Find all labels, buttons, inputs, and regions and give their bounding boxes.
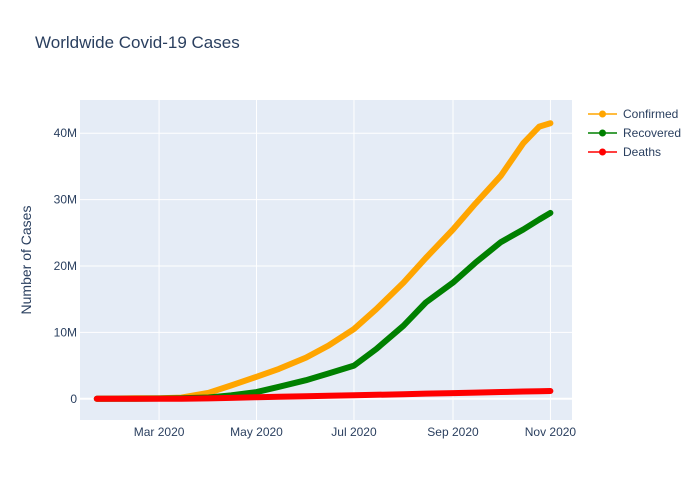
legend-label: Recovered [623, 126, 681, 140]
x-tick-label: Mar 2020 [134, 425, 185, 439]
tick-layer: 0 10M 20M 30M 40M Mar 2020 May 2020 Jul 2020 Sep… [54, 126, 577, 439]
x-tick-label: Jul 2020 [331, 425, 377, 439]
x-tick-label: Sep 2020 [427, 425, 479, 439]
legend-item-recovered[interactable]: Recovered [588, 126, 681, 140]
series-layer [93, 120, 554, 402]
legend-item-deaths[interactable]: Deaths [588, 145, 661, 159]
legend-label: Deaths [623, 145, 661, 159]
y-tick-label: 0 [70, 392, 77, 406]
plot-background [80, 100, 572, 420]
legend-item-confirmed[interactable]: Confirmed [588, 107, 678, 121]
chart-title: Worldwide Covid-19 Cases [35, 33, 240, 52]
y-axis-title: Number of Cases [18, 206, 34, 315]
series-line-deaths [93, 388, 554, 402]
y-tick-label: 20M [54, 259, 77, 273]
legend-swatch-marker [599, 148, 606, 156]
y-tick-label: 40M [54, 126, 77, 140]
legend-swatch-marker [599, 110, 606, 118]
y-tick-label: 10M [54, 325, 77, 339]
legend-label: Confirmed [623, 107, 678, 121]
legend[interactable]: Confirmed Recovered Deaths [588, 107, 681, 159]
y-tick-label: 30M [54, 193, 77, 207]
legend-swatch-marker [599, 129, 606, 137]
x-tick-label: Nov 2020 [525, 425, 577, 439]
x-tick-label: May 2020 [230, 425, 283, 439]
